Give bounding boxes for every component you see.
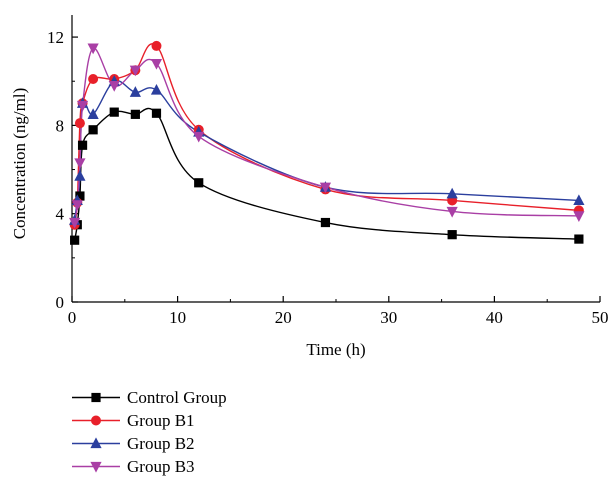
- legend-label: Group B1: [127, 411, 195, 430]
- data-point-triangle-up: [87, 108, 99, 119]
- legend-swatch-square-icon: [72, 392, 120, 403]
- data-point-triangle-down: [108, 81, 120, 92]
- data-point-triangle-down: [129, 65, 141, 77]
- legend-label: Group B3: [127, 457, 195, 476]
- data-point-square: [320, 217, 331, 228]
- data-point-triangle-down: [87, 43, 99, 55]
- data-point-triangle-down: [319, 182, 332, 194]
- legend-label: Group B2: [127, 434, 195, 453]
- y-tick-label: 4: [56, 205, 65, 224]
- data-point-circle: [151, 40, 162, 51]
- data-point-triangle-down: [193, 131, 205, 143]
- data-point-triangle-up: [129, 86, 141, 97]
- y-axis-title: Concentration (ng/ml): [10, 88, 29, 240]
- x-tick-label: 0: [68, 308, 77, 327]
- data-point-triangle-down: [69, 217, 81, 229]
- data-point-triangle-down: [74, 158, 86, 170]
- data-point-square: [447, 230, 457, 240]
- y-tick-label: 8: [56, 116, 65, 135]
- data-point-triangle-up: [150, 83, 163, 95]
- data-point-circle: [88, 74, 99, 85]
- data-point-triangle-up: [446, 187, 458, 199]
- data-point-triangle-down: [76, 100, 89, 112]
- data-point-triangle-up: [573, 194, 585, 206]
- x-tick-label: 40: [486, 308, 503, 327]
- series-curve-2: [73, 79, 579, 221]
- x-tick-label: 30: [380, 308, 397, 327]
- data-point-triangle-down: [446, 206, 458, 218]
- data-point-square: [77, 140, 88, 150]
- legend-marker: [90, 437, 102, 449]
- data-point-square: [109, 107, 119, 117]
- legend-swatch-triangle-down-icon: [72, 461, 120, 473]
- y-tick-label: 0: [56, 293, 65, 312]
- concentration-time-chart: 0 10 20 30 40 50 0 4 8 12 Time (h) Concentration …: [10, 15, 609, 359]
- data-point-square: [574, 234, 584, 244]
- series-markers: [69, 40, 585, 245]
- data-point-triangle-down: [573, 211, 585, 222]
- tick-labels: 0 10 20 30 40 50 0 4 8 12: [47, 28, 609, 327]
- legend-marker: [91, 415, 101, 426]
- legend-marker: [90, 461, 102, 473]
- data-point-triangle-down: [150, 58, 163, 70]
- data-point-square: [75, 191, 85, 201]
- data-point-square: [70, 235, 80, 245]
- series-curve-1: [73, 43, 579, 225]
- data-point-triangle-down: [71, 200, 83, 211]
- data-point-square: [130, 109, 140, 119]
- data-point-square: [151, 108, 162, 118]
- legend-swatch-circle-icon: [72, 415, 120, 426]
- x-tick-label: 10: [169, 308, 186, 327]
- x-tick-label: 50: [592, 308, 609, 327]
- data-point-square: [88, 125, 98, 135]
- data-point-triangle-up: [74, 170, 86, 181]
- x-axis-title: Time (h): [306, 340, 365, 359]
- legend-label: Control Group: [127, 388, 227, 407]
- series-curves: [73, 43, 579, 241]
- data-point-circle: [74, 118, 85, 129]
- data-point-square: [194, 178, 204, 188]
- legend-marker: [91, 392, 101, 403]
- y-tick-label: 12: [47, 28, 64, 47]
- x-tick-label: 20: [275, 308, 292, 327]
- legend-swatch-triangle-up-icon: [72, 437, 120, 449]
- chart-axes: [71, 15, 601, 303]
